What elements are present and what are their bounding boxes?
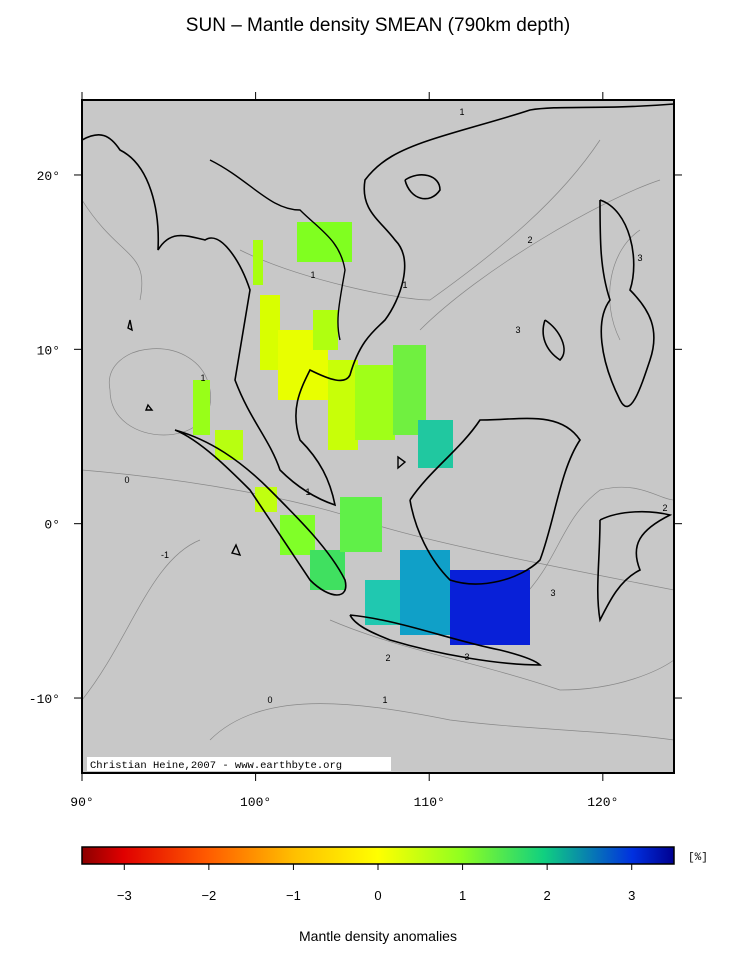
contour-label: 1	[459, 107, 464, 117]
contour-label: 3	[515, 325, 520, 335]
contour-label: 0	[267, 695, 272, 705]
colorbar-tick-label: 2	[544, 888, 551, 903]
colorbar	[81, 846, 675, 865]
axes: 90° 100° 110° 120° 20° 10° 0° -10° −3 −2 −1 0 1 2 3	[29, 92, 682, 903]
map-frame	[81, 99, 675, 774]
contour-label: 2	[385, 653, 390, 663]
colorbar-tick-label: 3	[628, 888, 635, 903]
credit-box	[87, 757, 391, 771]
title: SUN – Mantle density SMEAN (790km depth)	[186, 15, 570, 36]
lon-label: 120°	[587, 795, 618, 810]
colorbar-unit: [%]	[688, 852, 708, 864]
contour-label: 3	[464, 652, 469, 662]
colorbar-tick-label: 1	[459, 888, 466, 903]
lon-label: 100°	[240, 795, 271, 810]
lat-label: 10°	[37, 343, 60, 358]
contour-label: 1	[305, 487, 310, 497]
contour-label: 3	[637, 253, 642, 263]
lat-label: -10°	[29, 692, 60, 707]
coastlines	[82, 103, 674, 666]
map: 1 1 1 2 3 3 1 0 1 -1 2 3 2 3 0 1 Christian Heine,2007 -…	[82, 100, 674, 773]
contour-label: 2	[527, 235, 532, 245]
colorbar-tick-label: −1	[286, 888, 301, 903]
colorbar-tick-label: −3	[117, 888, 132, 903]
lat-label: 20°	[37, 169, 60, 184]
contour-label: 1	[200, 373, 205, 383]
contour-label: 1	[310, 270, 315, 280]
colorbar-tick-label: −2	[201, 888, 216, 903]
lon-label: 90°	[70, 795, 93, 810]
contour-label: -1	[161, 550, 169, 560]
credit: Christian Heine,2007 - www.earthbyte.org	[90, 760, 342, 772]
lon-label: 110°	[414, 795, 445, 810]
anomaly-cells	[193, 222, 530, 645]
contour-label: 2	[662, 503, 667, 513]
colorbar-tick-label: 0	[374, 888, 381, 903]
contour-label: 3	[550, 588, 555, 598]
contour-label: 1	[402, 280, 407, 290]
lat-label: 0°	[44, 518, 60, 533]
colorbar-label: Mantle density anomalies	[299, 928, 457, 944]
contour-labels: 1 1 1 2 3 3 1 0 1 -1 2 3 2 3 0 1	[124, 107, 667, 705]
contour-label: 0	[124, 475, 129, 485]
contour-label: 1	[382, 695, 387, 705]
